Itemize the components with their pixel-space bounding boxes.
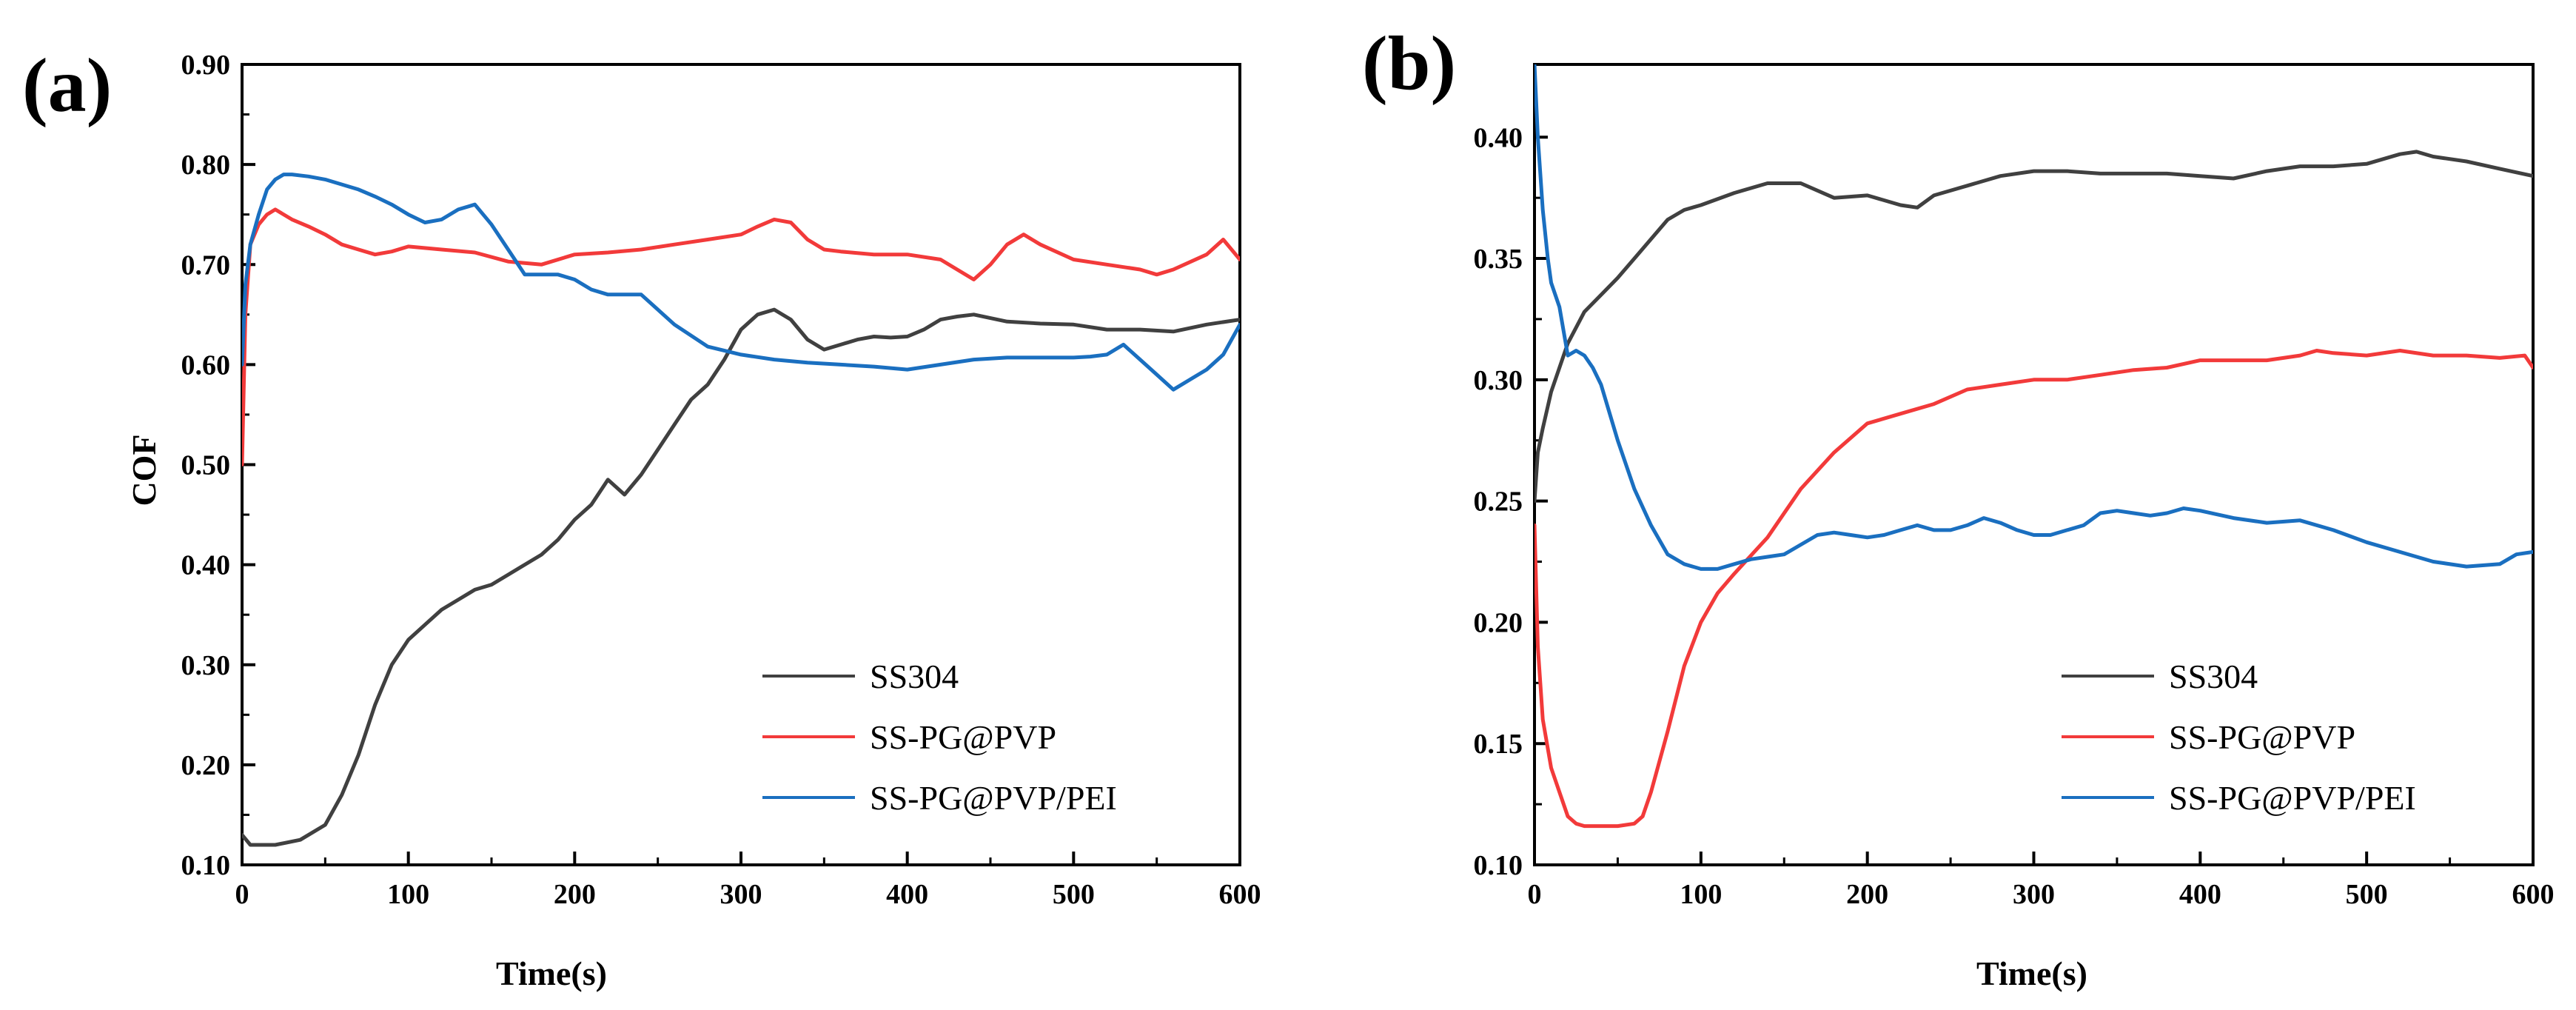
panel-label-a: (a) bbox=[22, 43, 112, 128]
legend-item-ss-pg-pvp-pei: SS-PG@PVP/PEI bbox=[2062, 779, 2416, 817]
plot-frame-a bbox=[241, 63, 1241, 866]
y-tick-label: 0.40 bbox=[1474, 122, 1523, 153]
y-tick-label: 0.80 bbox=[181, 150, 231, 181]
legend-label: SS304 bbox=[2169, 658, 2258, 695]
x-tick-label: 300 bbox=[2013, 879, 2055, 910]
y-tick-label: 0.70 bbox=[181, 250, 231, 281]
x-tick-label: 500 bbox=[1053, 879, 1095, 910]
legend-label: SS304 bbox=[870, 658, 959, 695]
panel-label-b: (b) bbox=[1362, 21, 1456, 106]
x-tick-label: 0 bbox=[1528, 879, 1542, 910]
legend-item-ss-pg-pvp: SS-PG@PVP bbox=[762, 718, 1056, 756]
y-tick-label: 0.25 bbox=[1474, 486, 1523, 518]
x-tick-label: 200 bbox=[554, 879, 596, 910]
y-tick-label: 0.20 bbox=[181, 750, 231, 781]
x-tick-label: 400 bbox=[2179, 879, 2221, 910]
y-tick-label: 0.35 bbox=[1474, 244, 1523, 275]
axes-b: 0 100 200 300 400 500 600 0.10 0.15 0.20 0.25 0.30 0… bbox=[1474, 63, 2555, 910]
x-tick-label: 600 bbox=[1219, 879, 1261, 910]
x-tick-label: 100 bbox=[387, 879, 429, 910]
legend-item-ss304: SS304 bbox=[2062, 658, 2258, 695]
y-tick-label: 0.40 bbox=[181, 550, 231, 581]
x-axis-title-b: Time(s) bbox=[1976, 954, 2087, 992]
series-line-ss-pg-pvp-pei bbox=[1534, 64, 2533, 571]
y-tick-label: 0.20 bbox=[1474, 607, 1523, 638]
x-tick-label: 200 bbox=[1846, 879, 1888, 910]
y-tick-label: 0.30 bbox=[1474, 365, 1523, 396]
series-line-ss-pg-pvp-pei bbox=[242, 173, 1240, 392]
y-tick-label: 0.50 bbox=[181, 450, 231, 481]
x-tick-label: 100 bbox=[1680, 879, 1722, 910]
x-tick-label: 500 bbox=[2346, 879, 2388, 910]
x-tick-label: 0 bbox=[235, 879, 249, 910]
x-tick-label: 300 bbox=[720, 879, 762, 910]
series-line-ss304 bbox=[242, 307, 1240, 847]
x-tick-label: 600 bbox=[2512, 879, 2555, 910]
chart-panel-a: (a) 0 100 200 300 400 500 6000.100.200.300.400… bbox=[22, 43, 1261, 992]
legend-item-ss-pg-pvp: SS-PG@PVP bbox=[2062, 718, 2355, 756]
series-line-ss-pg-pvp bbox=[1534, 349, 2533, 829]
legend-label: SS-PG@PVP bbox=[2169, 718, 2355, 756]
series-layer-a bbox=[242, 173, 1240, 847]
series-layer-b bbox=[1534, 64, 2533, 829]
axes-a: 0 100 200 300 400 500 600 0.10 0.20 0.30 0.40 0.50 0… bbox=[181, 50, 1261, 910]
legend-a: SS304 SS-PG@PVP SS-PG@PVP/PEI bbox=[762, 658, 1117, 817]
legend-item-ss-pg-pvp-pei: SS-PG@PVP/PEI bbox=[762, 779, 1117, 817]
legend-label: SS-PG@PVP bbox=[870, 718, 1056, 756]
legend-label: SS-PG@PVP/PEI bbox=[2169, 779, 2416, 817]
chart-panel-b: (b) 0 100 200 300 400 500 6000.100.150.200.250… bbox=[1362, 21, 2555, 992]
series-line-ss-pg-pvp bbox=[242, 207, 1240, 466]
y-tick-label: 0.10 bbox=[181, 850, 231, 881]
y-tick-label: 0.60 bbox=[181, 350, 231, 381]
series-line-ss304 bbox=[1534, 150, 2533, 504]
y-tick-label: 0.10 bbox=[1474, 850, 1523, 881]
y-tick-label: 0.30 bbox=[181, 650, 231, 681]
legend-label: SS-PG@PVP/PEI bbox=[870, 779, 1117, 817]
x-axis-title-a: Time(s) bbox=[496, 954, 607, 992]
plot-frame-b bbox=[1533, 63, 2535, 866]
legend-b: SS304 SS-PG@PVP SS-PG@PVP/PEI bbox=[2062, 658, 2416, 817]
x-tick-label: 400 bbox=[886, 879, 928, 910]
y-tick-label: 0.15 bbox=[1474, 729, 1523, 760]
legend-item-ss304: SS304 bbox=[762, 658, 959, 695]
y-axis-title-a: COF bbox=[125, 434, 163, 506]
y-tick-label: 0.90 bbox=[181, 50, 231, 81]
